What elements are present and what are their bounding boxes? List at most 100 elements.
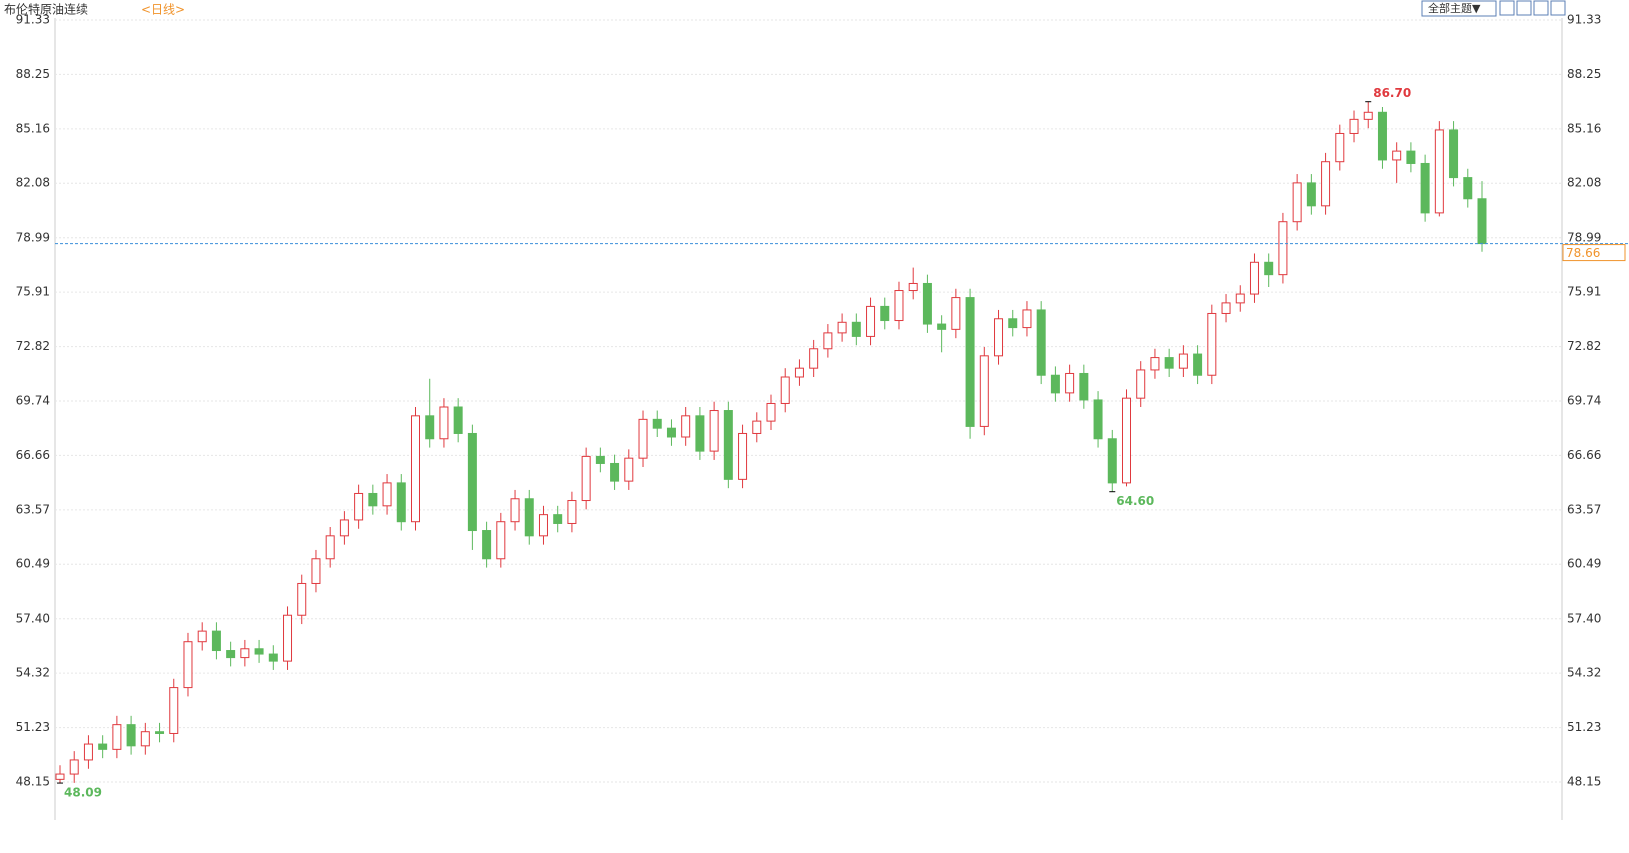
- candle-body: [1449, 129, 1459, 179]
- y-tick-label: 88.25: [16, 67, 50, 81]
- y-tick-label: 75.91: [16, 285, 50, 299]
- y-tick-label-right: 85.16: [1567, 121, 1601, 135]
- candle-body: [1008, 318, 1018, 329]
- y-tick-label-right: 91.33: [1567, 13, 1601, 27]
- candle-body: [98, 743, 108, 750]
- y-tick-label: 60.49: [16, 557, 50, 571]
- candle-body: [823, 332, 833, 350]
- candle-body: [1477, 198, 1487, 245]
- candle-body: [1178, 353, 1188, 369]
- y-tick-label-right: 78.99: [1567, 230, 1601, 244]
- candle-body: [425, 415, 435, 440]
- candle-body: [851, 321, 861, 337]
- y-tick-label: 78.99: [16, 230, 50, 244]
- y-tick-label-right: 66.66: [1567, 448, 1601, 462]
- candle-body: [624, 457, 634, 482]
- candle-body: [1434, 129, 1444, 214]
- y-tick-label-right: 63.57: [1567, 502, 1601, 516]
- y-tick-label: 48.15: [16, 775, 50, 789]
- candle-body: [1377, 111, 1387, 161]
- y-tick-label: 91.33: [16, 13, 50, 27]
- candle-body: [524, 498, 534, 537]
- candle-body: [1221, 302, 1231, 314]
- candle-body: [766, 402, 776, 422]
- candle-body: [666, 427, 676, 438]
- candle-body: [908, 282, 918, 292]
- y-tick-label-right: 69.74: [1567, 394, 1601, 408]
- candle-body: [112, 724, 122, 750]
- candle-body: [595, 455, 605, 464]
- candle-body: [226, 650, 236, 659]
- candle-body: [126, 724, 136, 747]
- theme-button[interactable]: [1421, 0, 1497, 17]
- y-tick-label: 54.32: [16, 666, 50, 680]
- y-tick-label: 57.40: [16, 611, 50, 625]
- candle-body: [453, 406, 463, 434]
- candle-body: [994, 318, 1004, 357]
- candle-body: [937, 323, 947, 330]
- candle-body: [1406, 150, 1416, 164]
- candle-body: [1164, 357, 1174, 369]
- candle-body: [1193, 353, 1203, 376]
- max-label: 86.70: [1373, 86, 1411, 100]
- candle-body: [1321, 161, 1331, 207]
- candle-body: [951, 297, 961, 330]
- y-tick-label-right: 75.91: [1567, 285, 1601, 299]
- candle-body: [837, 321, 847, 334]
- candle-body: [709, 410, 719, 452]
- candle-body: [809, 348, 819, 369]
- candle-body: [1022, 309, 1032, 329]
- candle-body: [610, 462, 620, 482]
- theme-button-label[interactable]: 全部主题▼: [1428, 1, 1481, 15]
- candle-body: [439, 406, 449, 440]
- candle-body: [1122, 397, 1131, 484]
- y-tick-label: 51.23: [16, 720, 50, 734]
- candle-body: [339, 519, 349, 537]
- candle-body: [638, 418, 648, 459]
- candle-body: [922, 282, 932, 325]
- candle-body: [979, 355, 989, 427]
- candle-body: [311, 558, 321, 584]
- candle-body: [283, 614, 293, 662]
- candle-body: [510, 498, 520, 523]
- candle-body: [482, 530, 492, 560]
- candle-body: [1264, 261, 1274, 276]
- candle-body: [396, 482, 406, 523]
- candle-body: [1065, 372, 1075, 394]
- candle-body: [1420, 162, 1430, 214]
- toolbar-icons[interactable]: [1499, 0, 1566, 16]
- min-label: 64.60: [1116, 494, 1154, 508]
- candle-body: [183, 641, 193, 689]
- y-tick-label-right: 57.40: [1567, 611, 1601, 625]
- candle-body: [169, 687, 179, 734]
- candle-body: [1349, 118, 1359, 134]
- candle-body: [1292, 182, 1302, 223]
- candle-body: [1079, 372, 1089, 401]
- chart-subtitle[interactable]: <日线>: [141, 3, 185, 17]
- last-price-label: 78.66: [1566, 246, 1600, 260]
- candle-body: [752, 420, 762, 434]
- candle-body: [1150, 357, 1160, 371]
- candle-body: [69, 759, 79, 775]
- candle-body: [652, 418, 662, 429]
- candle-body: [496, 521, 506, 560]
- candle-body: [1249, 261, 1259, 295]
- candle-body: [567, 500, 577, 524]
- candle-body: [1335, 132, 1345, 163]
- candle-body: [1235, 293, 1245, 304]
- candle-body: [880, 305, 890, 322]
- y-tick-label-right: 82.08: [1567, 176, 1601, 190]
- candle-body: [1306, 182, 1316, 207]
- y-tick-label: 69.74: [16, 394, 50, 408]
- candle-body: [297, 582, 307, 616]
- candle-body: [1050, 374, 1060, 394]
- candle-body: [83, 743, 93, 761]
- candle-body: [140, 731, 150, 747]
- candle-body: [1207, 312, 1217, 376]
- candle-body: [354, 492, 364, 521]
- y-tick-label: 72.82: [16, 339, 50, 353]
- y-tick-label: 66.66: [16, 448, 50, 462]
- candle-body: [467, 432, 477, 532]
- candle-body: [695, 415, 705, 452]
- candle-body: [780, 376, 790, 404]
